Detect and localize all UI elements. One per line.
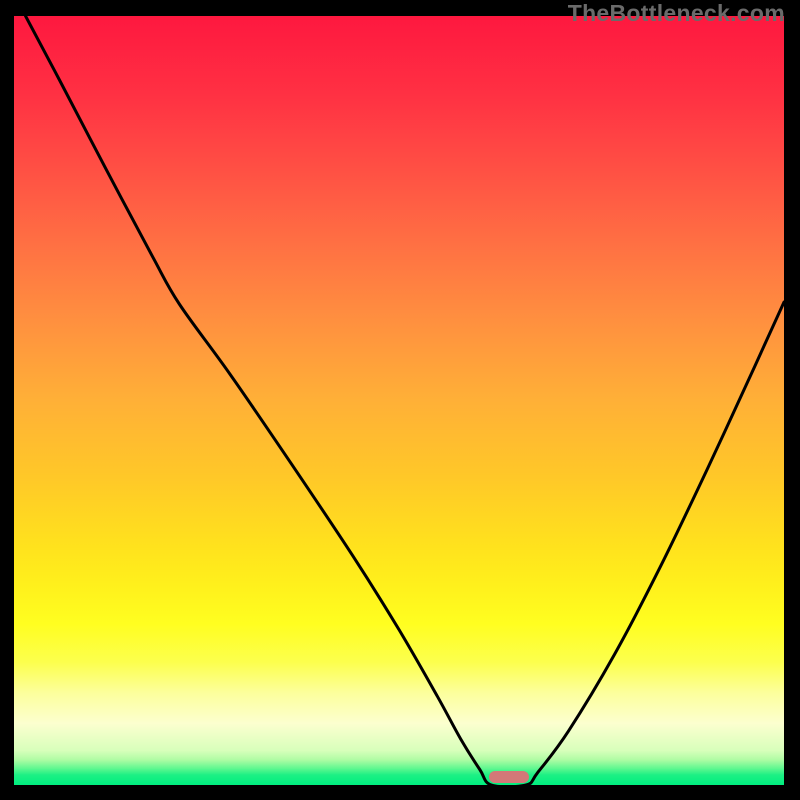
chart-plot-area [14, 16, 784, 785]
optimal-marker [489, 771, 529, 783]
bottleneck-curve [14, 16, 784, 785]
watermark-text: TheBottleneck.com [568, 0, 785, 27]
gradient-background-rect [14, 16, 784, 785]
curve-path [26, 16, 784, 785]
